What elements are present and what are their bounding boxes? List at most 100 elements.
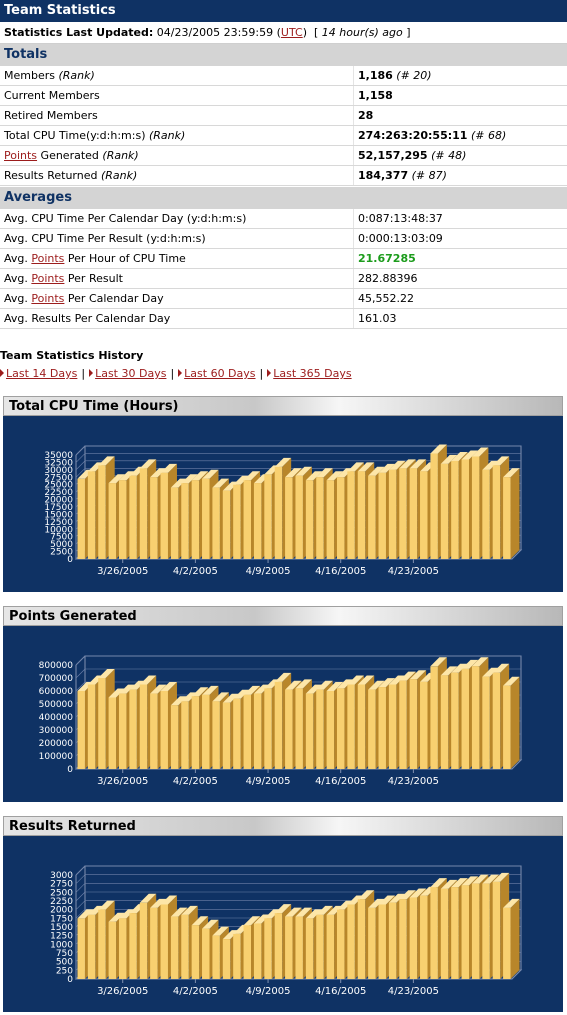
row-value: 0:000:13:03:09 [358, 232, 443, 245]
row-label-text: Avg. [4, 272, 32, 285]
rank-label: (Rank) [102, 149, 139, 162]
y-tick-label: 100000 [39, 752, 74, 762]
averages-row: Avg. Results Per Calendar Day 161.03 [0, 308, 567, 329]
rank-value: (# 20) [396, 69, 432, 82]
row-value: 282.88396 [358, 272, 418, 285]
totals-row-value: 28 [353, 105, 567, 126]
rank-label: (Rank) [58, 69, 95, 82]
last-updated-label: Statistics Last Updated: [4, 26, 154, 39]
y-tick-label: 15000 [44, 510, 73, 520]
y-tick-label: 25000 [44, 481, 73, 491]
totals-row-value: 52,157,295 (# 48) [353, 145, 567, 166]
row-label-text: Results Returned [4, 169, 98, 182]
y-tick-label: 10000 [44, 525, 73, 535]
y-tick-label: 12500 [44, 518, 73, 528]
averages-row-value: 0:000:13:03:09 [353, 228, 567, 249]
x-tick-label: 4/23/2005 [388, 566, 439, 577]
x-tick-label: 4/16/2005 [315, 566, 366, 577]
link-separator: | [81, 367, 86, 380]
row-value: 161.03 [358, 312, 397, 325]
link-separator: | [170, 367, 175, 380]
averages-row-label: Avg. CPU Time Per Result (y:d:h:m:s) [0, 228, 354, 249]
totals-row: Current Members 1,158 [0, 85, 567, 106]
averages-row: Avg. Points Per Result 282.88396 [0, 268, 567, 289]
y-tick-label: 35000 [44, 451, 73, 461]
y-tick-label: 2500 [50, 548, 73, 558]
row-label-text: Per Hour of CPU Time [64, 252, 186, 265]
y-tick-label: 7500 [50, 533, 73, 543]
y-tick-label: 5000 [50, 540, 73, 550]
points-link[interactable]: Points [31, 272, 65, 285]
results-chart-title: Results Returned [3, 816, 563, 836]
averages-row-value: 21.67285 [353, 248, 567, 269]
averages-row-label: Avg. Results Per Calendar Day [0, 308, 354, 329]
y-tick-label: 300000 [39, 726, 74, 736]
totals-row-value: 184,377 (# 87) [353, 165, 567, 186]
y-tick-label: 2000 [50, 906, 73, 916]
last-updated-ago: 14 hour(s) ago [321, 26, 403, 39]
averages-row-value: 45,552.22 [353, 288, 567, 309]
points-link[interactable]: Points [31, 292, 65, 305]
x-tick-label: 4/2/2005 [173, 776, 218, 787]
bar [503, 676, 520, 769]
row-value: 45,552.22 [358, 292, 414, 305]
averages-row-label: Avg. Points Per Result [0, 268, 354, 289]
totals-row-value: 1,158 [353, 85, 567, 106]
y-tick-label: 22500 [44, 488, 73, 498]
history-links: Last 14 Days | Last 30 Days | Last 60 Days | L… [0, 367, 352, 380]
y-tick-label: 3000 [50, 871, 73, 881]
points-link[interactable]: Points [31, 252, 65, 265]
results-chart: Results Returned 0 250 500 750 1000 1250 1500 1… [3, 816, 563, 1012]
y-tick-label: 500 [56, 958, 73, 968]
history-link-4[interactable]: Last 365 Days [273, 367, 352, 380]
row-label-text: Per Result [64, 272, 123, 285]
totals-table: Members (Rank) 1,186 (# 20) Current Member… [0, 66, 567, 186]
y-tick-label: 400000 [39, 713, 74, 723]
y-tick-label: 250 [56, 966, 73, 976]
utc-link[interactable]: UTC [280, 26, 303, 39]
y-tick-label: 1000 [50, 940, 73, 950]
averages-table: Avg. CPU Time Per Calendar Day (y:d:h:m:… [0, 209, 567, 329]
history-link-2[interactable]: Last 30 Days [95, 367, 167, 380]
rank-value: (# 68) [470, 129, 507, 142]
totals-row: Members (Rank) 1,186 (# 20) [0, 66, 567, 86]
row-label-text: Avg. [4, 292, 32, 305]
points-chart-svg: 0 100000 200000 300000 400000 500000 600000 700… [39, 655, 523, 787]
totals-row-label: Results Returned (Rank) [0, 165, 354, 186]
triangle-right-icon [267, 369, 272, 377]
x-tick-label: 4/16/2005 [315, 986, 366, 997]
y-tick-label: 800000 [39, 661, 74, 671]
row-value: 28 [358, 109, 374, 122]
totals-row-value: 274:263:20:55:11 (# 68) [353, 125, 567, 146]
row-label-text: Avg. Results Per Calendar Day [4, 312, 171, 325]
y-tick-label: 1750 [50, 914, 73, 924]
y-tick-label: 0 [67, 555, 73, 565]
row-value: 52,157,295 [358, 149, 428, 162]
row-value: 1,158 [358, 89, 393, 102]
history-link-1[interactable]: Last 14 Days [6, 367, 78, 380]
totals-row: Total CPU Time(y:d:h:m:s) (Rank) 274:263:… [0, 125, 567, 146]
y-tick-label: 700000 [39, 674, 74, 684]
averages-row: Avg. Points Per Hour of CPU Time 21.67285 [0, 248, 567, 269]
row-label-text: Members [4, 69, 55, 82]
x-tick-label: 4/16/2005 [315, 776, 366, 787]
history-link-3[interactable]: Last 60 Days [184, 367, 256, 380]
totals-row: Retired Members 28 [0, 105, 567, 126]
y-tick-label: 32500 [44, 458, 73, 468]
y-tick-label: 200000 [39, 739, 74, 749]
row-label-text: Current Members [4, 89, 100, 102]
y-tick-label: 17500 [44, 503, 73, 513]
triangle-right-icon [89, 369, 94, 377]
row-value: 21.67285 [358, 252, 416, 265]
y-tick-label: 2250 [50, 897, 73, 907]
triangle-right-icon [178, 369, 183, 377]
averages-row: Avg. CPU Time Per Result (y:d:h:m:s) 0:00… [0, 228, 567, 249]
totals-row: Results Returned (Rank) 184,377 (# 87) [0, 165, 567, 186]
points-link[interactable]: Points [4, 149, 38, 162]
x-tick-label: 4/9/2005 [246, 776, 291, 787]
rank-value: (# 48) [431, 149, 467, 162]
results-chart-svg: 0250500750100012501500175020002250250027… [50, 865, 523, 997]
y-tick-label: 500000 [39, 700, 74, 710]
y-tick-label: 30000 [44, 466, 73, 476]
y-tick-label: 2750 [50, 880, 73, 890]
